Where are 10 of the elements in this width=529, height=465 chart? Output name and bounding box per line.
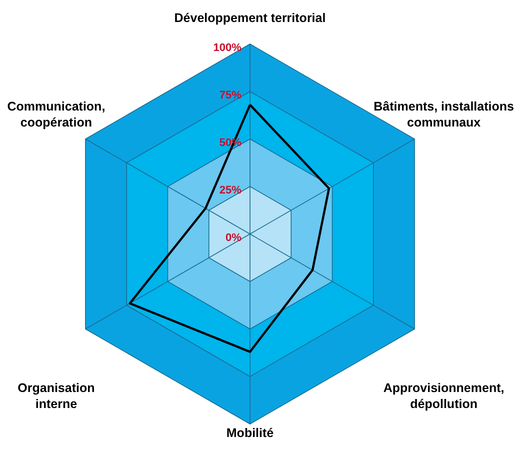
y-tick-label: 75% bbox=[219, 89, 242, 102]
spoke-label: Bâtiments, installations communaux bbox=[374, 100, 514, 130]
spoke-label: Organisation interne bbox=[18, 380, 95, 411]
y-tick-label: 0% bbox=[226, 232, 242, 244]
spoke-label: Approvisionnement, dépollution bbox=[383, 380, 504, 411]
y-tick-label: 100% bbox=[213, 42, 242, 54]
spoke-label: Développement territorial bbox=[174, 10, 326, 25]
spoke-label: Mobilité bbox=[226, 426, 274, 440]
y-tick-label: 25% bbox=[219, 184, 242, 196]
spoke-label: Communication, coopération bbox=[7, 100, 106, 130]
